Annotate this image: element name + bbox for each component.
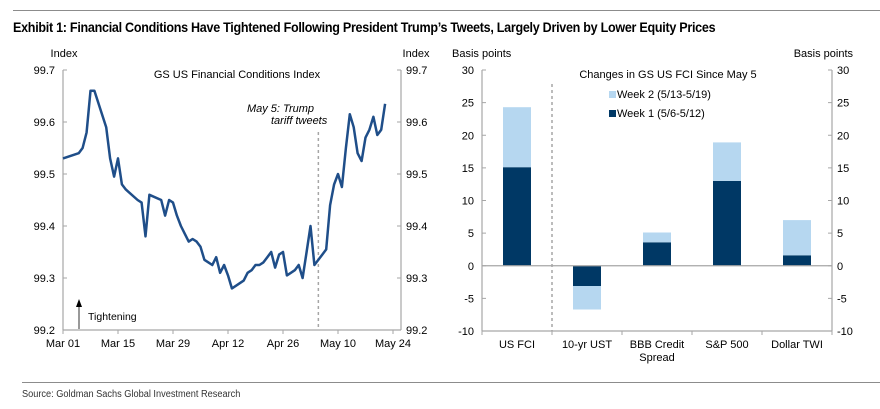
y-tick-label-right: 99.2 [406,325,427,337]
x-tick-label: Mar 29 [156,338,190,350]
top-divider [13,10,880,11]
legend-label-week1: Week 1 (5/6-5/12) [617,108,705,120]
y-tick-label-left: 99.6 [34,117,55,129]
bar-category-label: BBB Credit [630,339,684,351]
legend-swatch-week1 [609,110,616,117]
bar-week1-2 [643,242,671,266]
y-tick-label-right: 99.3 [406,273,427,285]
bar-y-tick-label-left: 5 [468,228,474,240]
fci-line [62,89,387,290]
source-note: Source: Goldman Sachs Global Investment … [22,389,241,400]
x-tick-label: Mar 15 [101,338,135,350]
y-tick-label-left: 99.2 [34,325,55,337]
bar-y-tick-label-right: 25 [837,98,849,110]
bar-y-tick-label-right: 5 [837,228,843,240]
bar-y-tick-label-right: -5 [837,293,847,305]
bar-y-tick-label-right: 15 [837,163,849,175]
legend-swatch-week2 [609,91,616,98]
x-tick-label: Apr 12 [212,338,244,350]
tightening-label: Tightening [88,311,137,323]
bar-y-tick-label-right: 30 [837,65,849,77]
x-tick-label: May 24 [375,338,411,350]
left-y-axis-label: Index [51,48,78,60]
bar-category-label: Spread [639,352,674,364]
bar-y-tick-label-left: 15 [462,163,474,175]
right-y-axis-label: Index [403,48,430,60]
bar-week2-0 [503,107,531,168]
bar-week2-1 [573,286,601,310]
right-chart-axes: -10 -10 -5 -5 0 0 5 5 10 10 15 15 20 20 25 25 30 30 [458,65,853,338]
bar-y-tick-label-right: 20 [837,130,849,142]
bottom-divider [22,382,880,383]
legend-label-week2: Week 2 (5/13-5/19) [617,89,711,101]
y-tick-label-left: 99.3 [34,273,55,285]
left-chart-axes: 99.2 99.2 99.3 99.3 99.4 99.4 99.5 99.5 99.6 99.6… [34,65,428,350]
bar-week1-1 [573,265,601,286]
bar-week1-3 [713,180,741,266]
bar-y-tick-label-left: 30 [462,65,474,77]
bar-y-tick-label-left: 20 [462,130,474,142]
tightening-arrow [76,299,82,329]
fci-series [62,89,387,290]
x-tick-label: Apr 26 [267,338,299,350]
x-tick-label: May 10 [320,338,356,350]
left-chart-title: GS US Financial Conditions Index [154,69,321,81]
y-tick-label-left: 99.5 [34,169,55,181]
bar-left-y-axis-label: Basis points [452,48,512,60]
bar-y-tick-label-left: -5 [464,293,474,305]
bar-y-tick-label-right: -10 [837,326,853,338]
annotation-line2: tariff tweets [271,115,328,127]
bar-y-tick-label-left: -10 [458,326,474,338]
bar-category-label: Dollar TWI [771,339,823,351]
bar-y-tick-label-right: 10 [837,196,849,208]
y-tick-label-right: 99.6 [406,117,427,129]
bar-category-label: US FCI [499,339,535,351]
bar-y-tick-label-left: 10 [462,196,474,208]
y-tick-label-right: 99.7 [406,65,427,77]
legend: Week 2 (5/13-5/19) Week 1 (5/6-5/12) [609,89,711,120]
bar-week2-2 [643,232,671,243]
bar-chart-title: Changes in GS US FCI Since May 5 [579,69,756,81]
x-tick-label: Mar 01 [46,338,80,350]
bar-y-tick-label-left: 25 [462,98,474,110]
bar-y-tick-label-right: 0 [837,261,843,273]
bar-week1-4 [783,255,811,266]
bar-week1-0 [503,167,531,266]
arrow-up-icon [76,299,82,307]
bar-category-label: S&P 500 [705,339,748,351]
y-tick-label-right: 99.5 [406,169,427,181]
bar-right-y-axis-label: Basis points [794,48,854,60]
exhibit-title: Exhibit 1: Financial Conditions Have Tig… [13,20,716,35]
y-tick-label-left: 99.7 [34,65,55,77]
bar-category-label: 10-yr UST [562,339,612,351]
bar-y-tick-label-left: 0 [468,261,474,273]
annotation-line1: May 5: Trump [247,103,314,115]
bar-week2-4 [783,220,811,256]
bar-week2-3 [713,142,741,181]
y-tick-label-left: 99.4 [34,221,55,233]
y-tick-label-right: 99.4 [406,221,427,233]
bar-series [482,107,832,310]
